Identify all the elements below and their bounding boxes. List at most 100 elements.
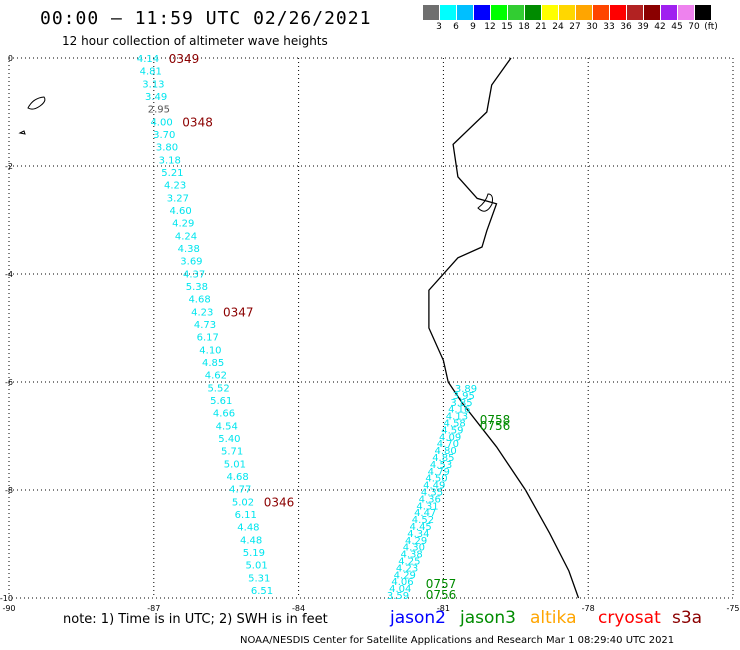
- colorbar-swatch: [694, 5, 711, 20]
- swh-value-label: 4.09: [439, 432, 461, 443]
- swh-value-label: 4.54: [216, 421, 238, 432]
- time-label: 0757: [426, 577, 457, 591]
- y-tick-label: -10: [0, 594, 13, 603]
- y-tick-label: -2: [5, 162, 13, 171]
- swh-value-label: 4.47: [414, 508, 436, 519]
- swh-value-label: 4.14: [137, 54, 159, 65]
- swh-value-label: 4.23: [396, 563, 418, 574]
- swh-value-label: 4.68: [188, 295, 210, 306]
- swh-value-label: 6.51: [251, 586, 273, 597]
- swh-value-label: 4.34: [407, 529, 429, 540]
- colorbar-swatch: [643, 5, 660, 20]
- swh-value-label: 4.77: [229, 485, 251, 496]
- swh-value-label: 4.25: [398, 557, 420, 568]
- y-tick-label: -4: [5, 270, 13, 279]
- colorbar-swatch: [541, 5, 558, 20]
- swh-value-label: 3.89: [455, 384, 477, 395]
- colorbar-label: (ft): [704, 22, 718, 32]
- map-subtitle: 12 hour collection of altimeter wave hei…: [62, 34, 328, 48]
- swh-value-label: 4.16: [448, 405, 470, 416]
- map-frame: [8, 57, 734, 599]
- coastline: [428, 57, 580, 599]
- swh-value-label: 4.52: [412, 515, 434, 526]
- map-title: 00:00 – 11:59 UTC 02/26/2021: [40, 8, 372, 29]
- colorbar-label: 42: [654, 22, 666, 32]
- swh-value-label: 4.00: [150, 117, 172, 128]
- swh-value-label: 3.27: [167, 193, 189, 204]
- swh-value-label: 5.01: [224, 459, 246, 470]
- swh-value-label: 4.38: [178, 244, 200, 255]
- swh-value-label: 5.31: [248, 573, 270, 584]
- colorbar-swatch: [490, 5, 507, 20]
- swh-value-label: 4.70: [437, 439, 459, 450]
- swh-value-label: 5.19: [243, 548, 265, 559]
- y-tick-label: 0: [8, 54, 13, 63]
- swh-value-label: 4.24: [175, 231, 197, 242]
- swh-value-label: 4.80: [434, 446, 456, 457]
- swh-value-label: 4.81: [140, 67, 162, 78]
- swh-value-label: 6.17: [197, 333, 219, 344]
- x-tick-label: -90: [2, 604, 15, 613]
- swh-value-label: 4.45: [410, 522, 432, 533]
- colorbar-swatch: [473, 5, 490, 20]
- colorbar-label: 30: [586, 22, 598, 32]
- colorbar-label: 39: [637, 22, 649, 32]
- swh-value-label: 4.04: [389, 584, 411, 595]
- colorbar-label: 45: [671, 22, 683, 32]
- satellite-legend-cryosat: cryosat: [598, 608, 661, 628]
- colorbar-label: 70: [688, 22, 700, 32]
- swh-value-label: 4.06: [391, 577, 413, 588]
- swh-value-label: 5.01: [245, 561, 267, 572]
- swh-value-label: 3.95: [453, 391, 475, 402]
- swh-value-label: 4.23: [191, 307, 213, 318]
- swh-value-label: 4.35: [421, 488, 443, 499]
- swh-value-label: 4.37: [183, 269, 205, 280]
- swh-value-label: 5.21: [161, 168, 183, 179]
- swh-value-label: 4.62: [205, 371, 227, 382]
- satellite-legend-altika: altika: [530, 608, 577, 628]
- swh-value-label: 4.13: [446, 412, 468, 423]
- colorbar-label: 24: [552, 22, 564, 32]
- colorbar-label: 6: [453, 22, 459, 32]
- colorbar-swatch: [422, 5, 439, 20]
- colorbar-swatch: [592, 5, 609, 20]
- time-label: 0348: [182, 115, 213, 129]
- swh-value-label: 4.29: [394, 570, 416, 581]
- footnote: note: 1) Time is in UTC; 2) SWH is in fe…: [63, 612, 328, 627]
- swh-value-label: 3.70: [153, 130, 175, 141]
- time-label: 0346: [264, 495, 295, 509]
- colorbar-label: 27: [569, 22, 581, 32]
- wave-height-colorbar: [422, 5, 711, 20]
- swh-value-label: 3.80: [156, 143, 178, 154]
- swh-value-label: 4.36: [419, 494, 441, 505]
- x-tick-label: -78: [582, 604, 595, 613]
- swh-value-label: 4.49: [423, 481, 445, 492]
- swh-value-label: 4.66: [213, 409, 235, 420]
- x-tick-label: -75: [726, 604, 739, 613]
- time-label: 0347: [223, 305, 254, 319]
- colorbar-label: 21: [535, 22, 547, 32]
- swh-value-label: 4.30: [403, 543, 425, 554]
- swh-value-label: 4.85: [432, 453, 454, 464]
- satellite-legend-jason2: jason2: [390, 608, 446, 628]
- swh-value-label: 3.13: [142, 79, 164, 90]
- swh-value-label: 3.59: [387, 591, 409, 602]
- swh-value-label: 4.48: [240, 535, 262, 546]
- colorbar-swatch: [626, 5, 643, 20]
- swh-value-label: 4.50: [425, 474, 447, 485]
- time-label: 0349: [169, 52, 200, 66]
- swh-value-label: 4.60: [169, 206, 191, 217]
- island-shape: [27, 96, 46, 110]
- swh-value-label: 3.49: [145, 92, 167, 103]
- swh-value-label: 4.29: [172, 219, 194, 230]
- credit-line: NOAA/NESDIS Center for Satellite Applica…: [240, 635, 675, 646]
- time-label: 0756: [426, 588, 457, 602]
- time-label: 0758: [480, 413, 511, 427]
- colorbar-label: 18: [518, 22, 530, 32]
- time-label: 0756: [480, 419, 511, 433]
- swh-value-label: 5.02: [232, 497, 254, 508]
- y-tick-label: -8: [5, 486, 13, 495]
- x-tick-label: -87: [147, 604, 160, 613]
- swh-value-label: 3.69: [180, 257, 202, 268]
